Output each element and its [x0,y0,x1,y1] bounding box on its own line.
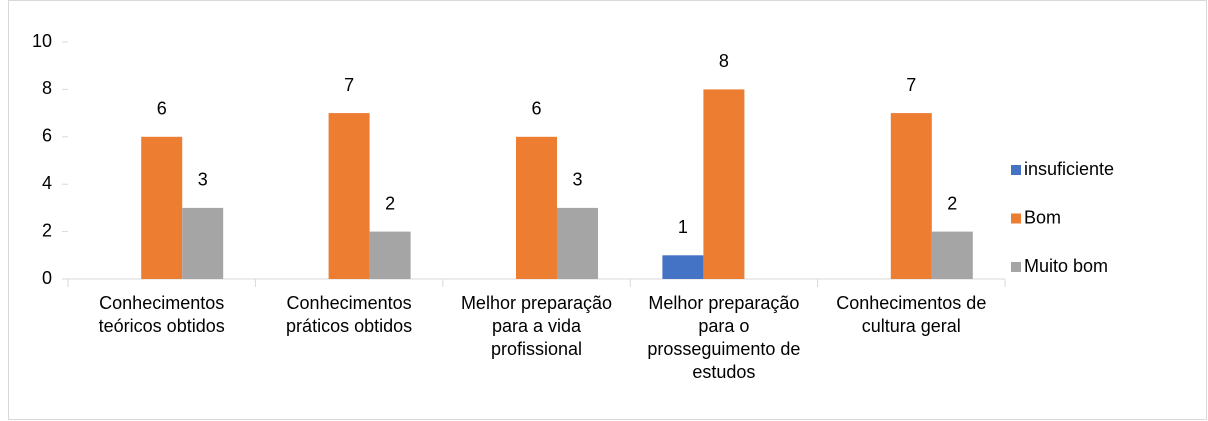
data-label: 2 [385,193,395,213]
legend-label: insuficiente [1024,159,1114,179]
data-label: 1 [678,217,688,237]
legend-swatch [1011,213,1021,224]
bar [141,136,183,279]
data-label: 3 [198,170,208,190]
data-label: 7 [906,75,916,95]
data-label: 6 [157,99,167,119]
bar [931,231,973,279]
y-tick-label: 6 [42,126,52,146]
x-tick-label: Conhecimentos teóricos obtidos [98,293,225,336]
bar [703,89,745,280]
chart-border [8,0,1207,420]
x-tick-label: Conhecimentos de cultura geral [836,293,987,336]
bar [328,113,370,279]
legend-swatch [1011,165,1021,175]
data-label: 2 [947,193,957,213]
legend-swatch [1011,262,1021,272]
data-label: 3 [572,170,582,190]
x-tick-label: Melhor preparação para o prosseguimento … [647,293,801,382]
bar [516,136,557,279]
y-tick-label: 10 [32,31,52,51]
x-tick-label: Melhor preparação para a vida profission… [460,293,613,359]
y-tick-label: 4 [42,173,52,193]
bar [890,113,932,279]
y-tick-label: 8 [42,78,52,98]
legend-label: Bom [1024,207,1061,227]
bar [182,207,224,279]
x-tick-label: Conhecimentos práticos obtidos [286,293,413,336]
bar [557,207,598,279]
data-label: 7 [344,75,354,95]
y-tick-label: 0 [42,268,52,288]
bar [369,231,411,279]
y-tick-label: 2 [42,220,52,240]
data-label: 6 [531,99,541,119]
legend-label: Muito bom [1024,256,1108,276]
bar [662,255,704,279]
data-label: 8 [719,51,729,71]
